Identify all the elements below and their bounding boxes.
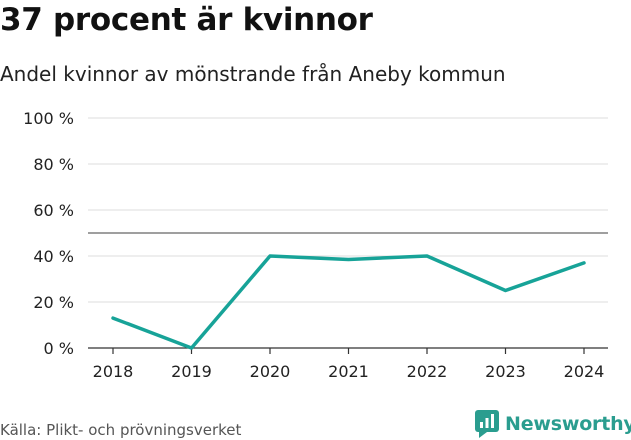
brand-name: Newsworthy	[505, 413, 631, 435]
chart-title: 37 procent är kvinnor	[0, 2, 373, 38]
y-tick-label: 100 %	[23, 109, 74, 128]
chart-subtitle: Andel kvinnor av mönstrande från Aneby k…	[0, 62, 506, 86]
y-tick-label: 0 %	[44, 339, 74, 358]
x-tick-label: 2022	[407, 362, 448, 381]
x-tick-label: 2018	[93, 362, 134, 381]
source-note: Källa: Plikt- och prövningsverket	[0, 421, 242, 439]
grid-lines	[88, 117, 608, 303]
y-tick-label: 80 %	[33, 155, 74, 174]
series-lines	[111, 254, 586, 350]
x-tick-label: 2024	[564, 362, 605, 381]
y-tick-label: 40 %	[33, 247, 74, 266]
x-axis: 2018 2019 2020 2021 2022 2023 2024	[88, 347, 608, 381]
x-tick-label: 2020	[250, 362, 291, 381]
x-tick-label: 2023	[485, 362, 526, 381]
y-axis-labels: 0 % 20 % 40 % 60 % 80 % 100 %	[23, 109, 74, 358]
brand-logo: Newsworthy	[475, 408, 631, 440]
x-tick-label: 2019	[171, 362, 212, 381]
y-tick-label: 60 %	[33, 201, 74, 220]
series-line	[111, 254, 586, 350]
x-tick-label: 2021	[328, 362, 369, 381]
y-tick-label: 20 %	[33, 293, 74, 312]
newsworthy-logo-icon	[475, 410, 499, 438]
